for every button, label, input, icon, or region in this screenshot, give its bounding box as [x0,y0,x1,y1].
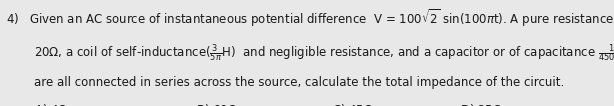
Text: A) 4$\Omega$.: A) 4$\Omega$. [34,102,71,106]
Text: D) 25$\Omega$.: D) 25$\Omega$. [460,102,507,106]
Text: 4)   Given an AC source of instantaneous potential difference  V = 100$\sqrt{2}$: 4) Given an AC source of instantaneous p… [6,7,614,29]
Text: C) 45$\Omega$: C) 45$\Omega$ [332,102,374,106]
Text: 20$\Omega$, a coil of self-inductance($\frac{3}{5\pi}$H)  and negligible resista: 20$\Omega$, a coil of self-inductance($\… [34,42,614,64]
Text: are all connected in series across the source, calculate the total impedance of : are all connected in series across the s… [34,76,564,89]
Text: B) 60$\Omega$: B) 60$\Omega$ [196,102,238,106]
